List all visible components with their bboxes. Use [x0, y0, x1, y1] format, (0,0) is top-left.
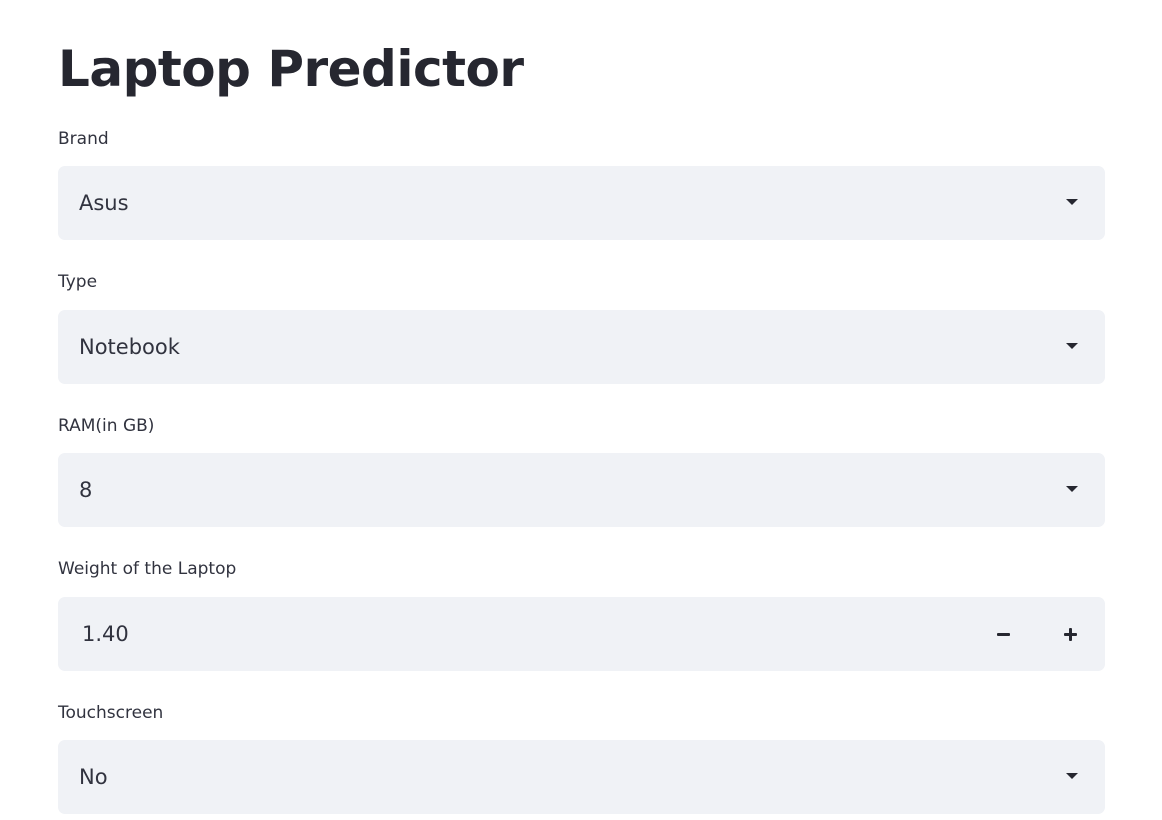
minus-icon: [997, 633, 1010, 636]
chevron-down-icon: [1066, 199, 1078, 205]
chevron-down-icon: [1066, 773, 1078, 779]
increment-button[interactable]: [1051, 614, 1091, 654]
brand-selected-value: Asus: [79, 191, 129, 215]
type-select[interactable]: Notebook: [58, 310, 1105, 384]
ram-select[interactable]: 8: [58, 453, 1105, 527]
touchscreen-selected-value: No: [79, 765, 108, 789]
brand-label: Brand: [58, 129, 109, 149]
page-title: Laptop Predictor: [58, 40, 524, 98]
chevron-down-icon: [1066, 343, 1078, 349]
ram-selected-value: 8: [79, 478, 93, 502]
touchscreen-label: Touchscreen: [58, 703, 164, 723]
brand-select[interactable]: Asus: [58, 166, 1105, 240]
weight-label: Weight of the Laptop: [58, 559, 237, 579]
ram-label: RAM(in GB): [58, 416, 155, 436]
weight-input-field[interactable]: 1.40: [82, 622, 129, 646]
type-selected-value: Notebook: [79, 335, 180, 359]
chevron-down-icon: [1066, 486, 1078, 492]
type-label: Type: [58, 272, 98, 292]
touchscreen-select[interactable]: No: [58, 740, 1105, 814]
weight-number-input: 1.40: [58, 597, 1105, 671]
decrement-button[interactable]: [984, 614, 1024, 654]
